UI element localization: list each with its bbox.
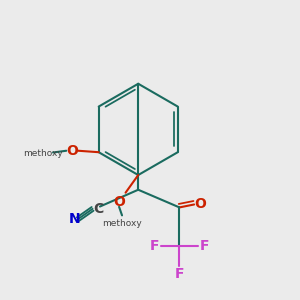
Text: O: O <box>113 194 125 208</box>
Text: methoxy: methoxy <box>102 219 142 228</box>
Text: O: O <box>66 144 78 158</box>
Text: C: C <box>93 202 103 216</box>
Text: O: O <box>194 197 206 212</box>
Text: F: F <box>200 239 209 253</box>
Text: N: N <box>69 212 81 226</box>
Text: F: F <box>175 267 184 281</box>
Text: F: F <box>150 239 159 253</box>
Text: methoxy: methoxy <box>23 149 63 158</box>
